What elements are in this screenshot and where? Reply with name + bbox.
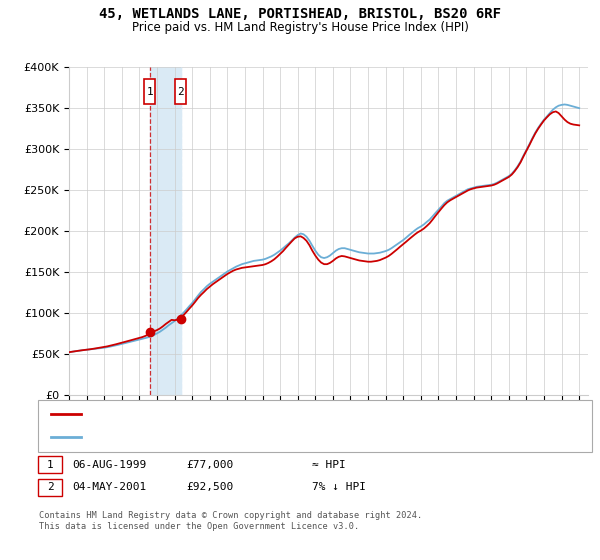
Text: This data is licensed under the Open Government Licence v3.0.: This data is licensed under the Open Gov… xyxy=(39,522,359,531)
Text: ≈ HPI: ≈ HPI xyxy=(312,460,346,470)
Text: £77,000: £77,000 xyxy=(186,460,233,470)
Text: 45, WETLANDS LANE, PORTISHEAD, BRISTOL, BS20 6RF (semi-detached house): 45, WETLANDS LANE, PORTISHEAD, BRISTOL, … xyxy=(87,409,498,419)
Text: 2: 2 xyxy=(47,482,54,492)
Bar xyxy=(145,80,155,104)
Text: 7% ↓ HPI: 7% ↓ HPI xyxy=(312,482,366,492)
Bar xyxy=(175,80,186,104)
Bar xyxy=(150,67,181,395)
Text: Contains HM Land Registry data © Crown copyright and database right 2024.: Contains HM Land Registry data © Crown c… xyxy=(39,511,422,520)
Text: Price paid vs. HM Land Registry's House Price Index (HPI): Price paid vs. HM Land Registry's House … xyxy=(131,21,469,34)
Text: £92,500: £92,500 xyxy=(186,482,233,492)
Text: 06-AUG-1999: 06-AUG-1999 xyxy=(72,460,146,470)
Text: 04-MAY-2001: 04-MAY-2001 xyxy=(72,482,146,492)
Text: HPI: Average price, semi-detached house, North Somerset: HPI: Average price, semi-detached house,… xyxy=(87,432,410,442)
Text: 2: 2 xyxy=(177,87,184,97)
Text: 45, WETLANDS LANE, PORTISHEAD, BRISTOL, BS20 6RF: 45, WETLANDS LANE, PORTISHEAD, BRISTOL, … xyxy=(99,7,501,21)
Text: 1: 1 xyxy=(47,460,54,470)
Text: 1: 1 xyxy=(146,87,153,97)
